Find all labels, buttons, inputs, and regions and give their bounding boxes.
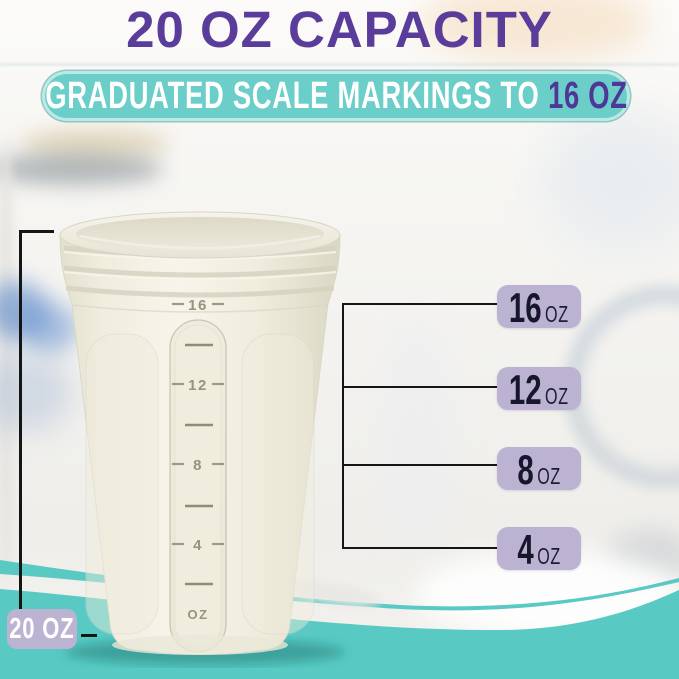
background-blur	[0, 63, 679, 66]
shaker-cup-illustration: 16 12 8 4 OZ	[59, 211, 341, 655]
teal-accent-stripe	[0, 560, 679, 611]
background-blur	[0, 352, 72, 432]
cup-base	[112, 635, 288, 655]
neck-step	[71, 304, 329, 313]
label-content: 16 OZ	[509, 284, 569, 329]
thread-ridge	[63, 245, 337, 258]
cup-opening	[76, 217, 324, 251]
capacity-callout-text: 20 OZ	[9, 612, 75, 645]
label-value: 16	[509, 284, 542, 331]
background-blur	[20, 130, 170, 156]
thread-highlight	[63, 271, 337, 280]
background-blur	[380, 320, 455, 555]
label-value: 8	[517, 446, 534, 493]
callout-label-4oz: 4 OZ	[497, 526, 581, 571]
background-blur	[0, 153, 163, 185]
label-content: 12 OZ	[509, 366, 569, 411]
callout-vline-left	[19, 230, 22, 609]
callout-line-12oz	[343, 386, 497, 388]
callout-label-12oz: 12 OZ	[497, 366, 581, 411]
cup-scale-marking-8: 8	[193, 457, 203, 474]
cup-scale-marking-4: 4	[193, 537, 203, 554]
callout-line-8oz	[343, 464, 497, 466]
callout-vline-right	[342, 303, 344, 549]
label-unit: OZ	[537, 543, 561, 569]
background-blur	[0, 135, 14, 585]
thread-ridge	[63, 265, 337, 278]
rim-highlight	[79, 234, 321, 250]
cup-shadow	[65, 639, 345, 665]
scale-banner: GRADUATED SCALE MARKINGS TO 16 OZ	[42, 71, 630, 121]
callout-line-4oz	[343, 547, 497, 549]
label-value: 4	[517, 526, 534, 573]
label-unit: OZ	[537, 463, 561, 489]
background-blur	[608, 530, 679, 588]
thread-highlight	[63, 251, 337, 260]
cup-side-panel	[241, 333, 315, 635]
cup-body	[59, 235, 341, 655]
callout-line-16oz	[343, 303, 497, 305]
capacity-title: 20 OZ CAPACITY	[126, 1, 553, 58]
callout-dash-left	[81, 634, 97, 637]
banner-highlight: 16 OZ	[547, 75, 628, 117]
background-blur	[20, 303, 78, 353]
measuring-channel	[169, 319, 227, 653]
label-content: 4 OZ	[517, 526, 561, 571]
label-value: 12	[509, 366, 542, 413]
capacity-callout-label: 20 OZ	[7, 609, 77, 649]
callout-label-8oz: 8 OZ	[497, 446, 581, 491]
label-content: 8 OZ	[517, 446, 561, 491]
label-unit: OZ	[545, 301, 569, 327]
cup-rim	[59, 211, 341, 259]
background-blur	[540, 108, 679, 253]
callout-topline-left	[19, 230, 54, 233]
cup-scale-marking-16: 16	[188, 297, 208, 314]
banner-text: GRADUATED SCALE MARKINGS TO	[44, 75, 539, 117]
measuring-channel-inner	[174, 324, 222, 648]
callout-label-16oz: 16 OZ	[497, 284, 581, 329]
cup-side-panel	[85, 333, 159, 635]
background-blur	[0, 281, 48, 339]
cup-scale-marking-12: 12	[188, 377, 208, 394]
teal-footer-band	[0, 589, 679, 679]
background-blur	[286, 576, 382, 612]
label-unit: OZ	[545, 383, 569, 409]
cup-scale-unit: OZ	[187, 607, 208, 622]
banner-content: GRADUATED SCALE MARKINGS TO 16 OZ	[45, 77, 627, 115]
thread-ridge	[65, 285, 335, 298]
